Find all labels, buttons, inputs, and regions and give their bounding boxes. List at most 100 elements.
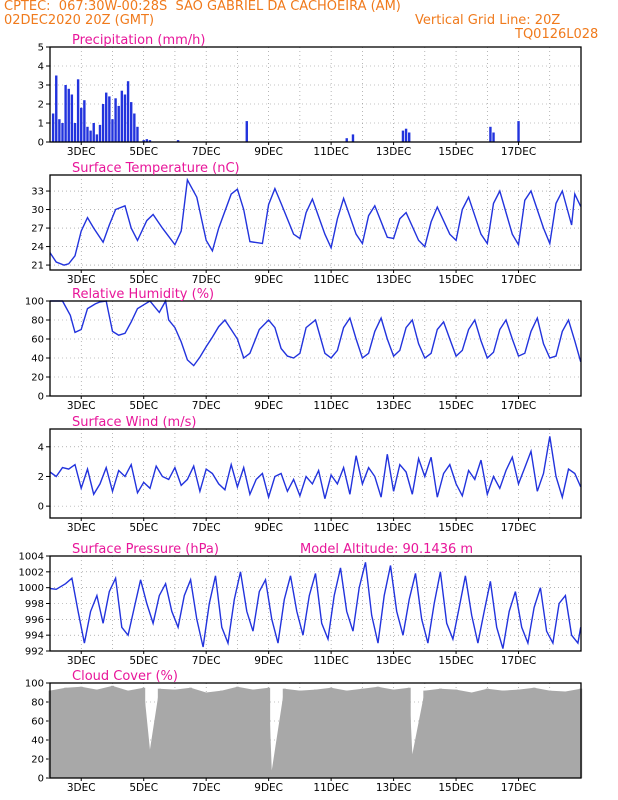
- x-tick-label: 5DEC: [129, 522, 158, 534]
- cloud-cover-bar: [501, 690, 505, 778]
- cloud-cover-bar: [79, 686, 83, 778]
- precip-bar: [61, 123, 64, 142]
- cloud-cover-bar: [360, 688, 364, 778]
- precip-bar: [130, 102, 133, 142]
- y-tick-label: 0: [38, 392, 44, 403]
- y-tick-label: 80: [31, 698, 44, 709]
- y-tick-label: 5: [38, 43, 44, 54]
- x-tick-label: 13DEC: [376, 522, 411, 534]
- x-tick-label: 3DEC: [67, 146, 96, 158]
- y-tick-label: 1004: [19, 552, 44, 563]
- cloud-cover-bar: [267, 687, 271, 778]
- precip-bar: [404, 128, 408, 142]
- x-tick-label: 7DEC: [192, 146, 221, 158]
- plot-frame: [49, 46, 582, 143]
- x-tick-label: 13DEC: [376, 782, 411, 794]
- x-tick-label: 9DEC: [254, 782, 283, 794]
- y-tick-label: 998: [25, 599, 44, 610]
- panel-wind: 0 2 4 3DEC 5DEC 7DEC 9DEC 11DEC 13DEC 15DEC 17DEC S…: [38, 415, 582, 534]
- panel-title: Relative Humidity (%): [72, 287, 214, 302]
- y-tick-label: 2: [38, 472, 44, 483]
- cloud-cover-bar: [189, 687, 193, 778]
- x-tick-label: 15DEC: [438, 522, 473, 534]
- panel-title: Surface Pressure (hPa): [72, 542, 219, 557]
- x-tick-label: 5DEC: [129, 782, 158, 794]
- header-grid-note: Vertical Grid Line: 20Z: [415, 13, 561, 28]
- cloud-cover-bar: [173, 689, 177, 778]
- cloud-cover-bar: [410, 754, 414, 778]
- x-tick-label: 13DEC: [376, 400, 411, 412]
- y-tick-label: 996: [25, 615, 44, 626]
- y-tick-label: 994: [25, 631, 44, 642]
- precip-bar: [105, 92, 108, 142]
- y-tick-label: 60: [31, 717, 44, 728]
- x-tick-label: 11DEC: [313, 655, 348, 667]
- cloud-cover-bar: [298, 690, 302, 778]
- precip-bar: [55, 75, 58, 142]
- y-tick-label: 21: [31, 261, 44, 272]
- panel-cloud-cover: 0 20 40 60 80 100 3DEC 5DEC 7DEC 9DEC 11DEC 13DEC 15…: [25, 669, 583, 794]
- x-tick-label: 9DEC: [254, 274, 283, 286]
- y-tick-label: 24: [31, 242, 44, 253]
- panel-precipitation: 0 1 2 3 4 5 3DEC 5DEC 7DEC 9DEC 11DEC 13DEC 15DEC 17D…: [38, 33, 582, 158]
- y-tick-label: 0: [38, 502, 44, 513]
- cloud-cover-bar: [235, 686, 239, 778]
- header-date: 02DEC2020 20Z (GMT): [4, 13, 155, 28]
- y-tick-label: 0: [38, 774, 44, 785]
- panel-title: Surface Wind (m/s): [72, 415, 196, 430]
- cloud-cover-bar: [532, 687, 536, 778]
- plot-frame: [49, 555, 582, 652]
- x-tick-label: 3DEC: [67, 782, 96, 794]
- cloud-cover-bar: [148, 749, 152, 778]
- x-tick-label: 9DEC: [254, 655, 283, 667]
- precip-bar: [70, 94, 74, 142]
- cloud-cover-bar: [142, 687, 146, 778]
- panel-annotation: Model Altitude: 90.1436 m: [300, 542, 473, 557]
- cloud-cover-bar: [95, 689, 99, 778]
- x-tick-label: 17DEC: [501, 522, 536, 534]
- y-tick-label: 3: [38, 81, 44, 92]
- x-tick-label: 15DEC: [438, 400, 473, 412]
- cloud-cover-bar: [64, 687, 68, 778]
- precip-bar: [148, 140, 152, 142]
- x-tick-label: 11DEC: [313, 400, 348, 412]
- precip-bar: [108, 96, 111, 142]
- x-tick-label: 9DEC: [254, 146, 283, 158]
- cloud-cover-bar: [157, 688, 161, 778]
- cloud-cover-bar: [454, 689, 458, 778]
- precip-bar: [489, 126, 492, 142]
- y-tick-label: 1002: [19, 567, 44, 578]
- x-tick-label: 5DEC: [129, 274, 158, 286]
- x-tick-label: 5DEC: [129, 400, 158, 412]
- x-tick-label: 11DEC: [313, 146, 348, 158]
- x-tick-label: 15DEC: [438, 655, 473, 667]
- precip-bar: [142, 140, 145, 142]
- x-tick-label: 11DEC: [313, 522, 348, 534]
- precip-bar: [126, 81, 130, 142]
- y-tick-label: 40: [31, 354, 44, 365]
- cloud-cover-bar: [329, 687, 333, 778]
- precip-bar: [67, 88, 70, 142]
- y-tick-label: 40: [31, 736, 44, 747]
- x-tick-label: 15DEC: [438, 146, 473, 158]
- y-tick-label: 60: [31, 335, 44, 346]
- y-tick-label: 4: [38, 62, 44, 73]
- cloud-cover-bar: [563, 691, 567, 778]
- x-tick-label: 17DEC: [501, 146, 536, 158]
- precip-bar: [120, 90, 124, 142]
- precip-bar: [136, 126, 139, 142]
- x-tick-label: 11DEC: [313, 782, 348, 794]
- y-tick-label: 33: [31, 187, 44, 198]
- x-tick-label: 3DEC: [67, 400, 96, 412]
- x-tick-label: 3DEC: [67, 522, 96, 534]
- precip-bar: [401, 130, 405, 142]
- precip-bar: [58, 119, 61, 142]
- panel-pressure: 992 994 996 998 1000 1002 1004 3DEC 5DEC 7DEC 9DEC…: [19, 542, 582, 667]
- x-tick-label: 13DEC: [376, 655, 411, 667]
- plot-frame: [49, 428, 582, 519]
- x-tick-label: 5DEC: [129, 655, 158, 667]
- y-tick-label: 4: [38, 442, 44, 453]
- precip-bar: [98, 124, 102, 142]
- precip-bar: [80, 107, 83, 142]
- precip-bar: [176, 140, 180, 142]
